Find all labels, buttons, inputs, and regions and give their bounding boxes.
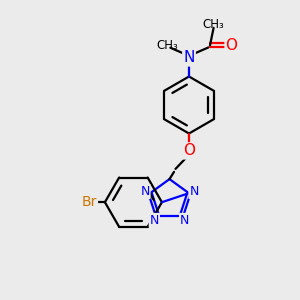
Text: O: O — [183, 143, 195, 158]
Text: N: N — [140, 185, 150, 198]
Text: Br: Br — [82, 195, 97, 209]
Text: O: O — [226, 38, 238, 53]
Text: CH₃: CH₃ — [157, 39, 178, 52]
Text: N: N — [180, 214, 189, 227]
Text: N: N — [150, 214, 159, 227]
Text: N: N — [189, 185, 199, 198]
Text: CH₃: CH₃ — [203, 18, 224, 31]
Text: N: N — [183, 50, 195, 65]
